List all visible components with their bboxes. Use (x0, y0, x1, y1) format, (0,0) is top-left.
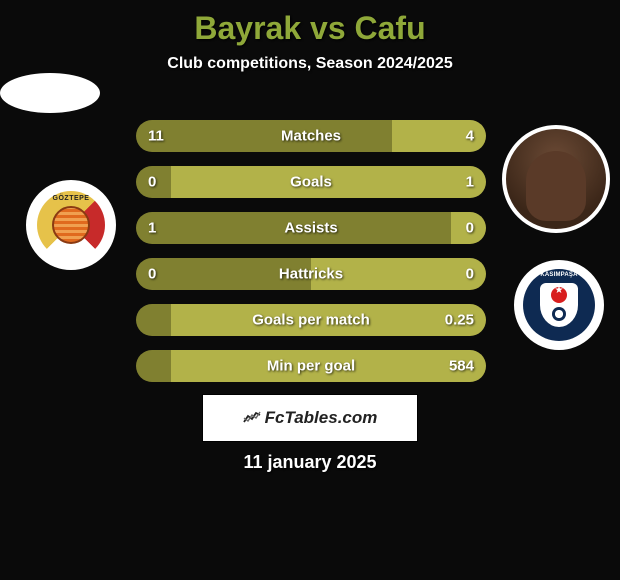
bar-label: Hattricks (279, 266, 343, 283)
bar-value-right: 4 (466, 128, 474, 145)
club-right-crest-outer: KASIMPAŞA (523, 269, 595, 341)
bar-value-left: 1 (148, 220, 156, 237)
attribution-text: FcTables.com (265, 408, 378, 428)
bar-label: Min per goal (267, 358, 355, 375)
stat-bar-goals-per-match: Goals per match 0.25 (136, 304, 486, 336)
bar-value-left: 11 (148, 128, 164, 145)
date-text: 11 january 2025 (0, 452, 620, 473)
bar-label: Assists (284, 220, 337, 237)
bar-left-fill (136, 304, 171, 336)
club-right-crest (540, 283, 578, 327)
club-left-badge: GÖZTEPE (26, 180, 116, 270)
bar-value-right: 0 (466, 266, 474, 283)
page-subtitle: Club competitions, Season 2024/2025 (0, 55, 620, 73)
club-right-badge: KASIMPAŞA (514, 260, 604, 350)
stat-bar-matches: 11 Matches 4 (136, 120, 486, 152)
stat-bar-hattricks: 0 Hattricks 0 (136, 258, 486, 290)
bar-left-fill (136, 120, 392, 152)
club-left-crest: GÖZTEPE (37, 191, 105, 259)
soccer-ball-icon (552, 307, 566, 321)
bar-value-right: 584 (449, 358, 474, 375)
club-right-label: KASIMPAŞA (523, 272, 595, 278)
stat-bar-goals: 0 Goals 1 (136, 166, 486, 198)
bar-value-right: 0 (466, 220, 474, 237)
bar-value-left: 0 (148, 266, 156, 283)
bar-value-right: 1 (466, 174, 474, 191)
stat-bars: 11 Matches 4 0 Goals 1 1 Assists 0 (136, 120, 486, 396)
bar-label: Goals per match (252, 312, 370, 329)
bar-label: Matches (281, 128, 341, 145)
bar-value-left: 0 (148, 174, 156, 191)
player-right-avatar (502, 125, 610, 233)
comparison-infographic: Bayrak vs Cafu Club competitions, Season… (0, 0, 620, 580)
chart-icon (243, 410, 261, 427)
bar-left-fill (136, 350, 171, 382)
club-left-label: GÖZTEPE (53, 195, 90, 202)
stat-bar-assists: 1 Assists 0 (136, 212, 486, 244)
player-left-avatar (0, 73, 100, 113)
attribution-box: FcTables.com (202, 394, 418, 442)
bar-value-right: 0.25 (445, 312, 474, 329)
bar-label: Goals (290, 174, 332, 191)
stat-bar-min-per-goal: Min per goal 584 (136, 350, 486, 382)
page-title: Bayrak vs Cafu (0, 0, 620, 47)
